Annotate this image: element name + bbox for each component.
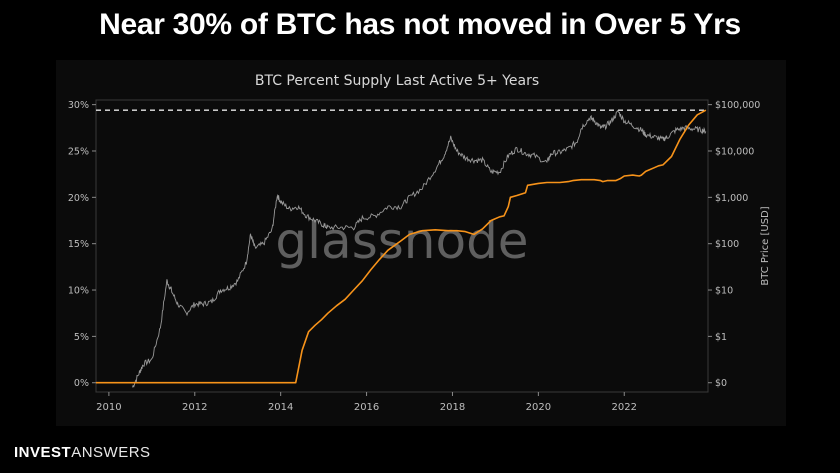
x-tick-label: 2010: [96, 402, 121, 413]
y-axis-ticks: 0% 5% 10% 15% 20% 25% 30%: [68, 100, 96, 389]
y-tick-label: 20%: [68, 193, 89, 204]
brand-logo: INVESTANSWERS: [14, 444, 151, 461]
y-tick-label: 15%: [68, 239, 89, 250]
x-tick-label: 2018: [440, 402, 465, 413]
price-series-line: [132, 110, 707, 388]
supply-series-group: [96, 109, 707, 384]
y-tick-label: 10%: [68, 286, 89, 297]
chart-svg: BTC Percent Supply Last Active 5+ Years …: [68, 73, 771, 413]
headline: Near 30% of BTC has not moved in Over 5 …: [99, 8, 741, 41]
y2-axis-ticks: $0 $1 $10 $100 $1,000 $10,000 $100,000: [708, 100, 760, 389]
y2-tick-label: $1: [715, 332, 727, 343]
y2-tick-label: $10,000: [715, 146, 754, 157]
brand-part2: ANSWERS: [71, 444, 151, 461]
y-tick-label: 30%: [68, 100, 89, 111]
y2-tick-label: $0: [715, 378, 727, 389]
price-series-group: [132, 110, 707, 388]
y2-axis-label: BTC Price [USD]: [760, 206, 771, 285]
y-tick-label: 5%: [74, 332, 89, 343]
x-axis-ticks: 2010 2012 2014 2016 2018 2020 2022: [96, 392, 637, 413]
y-tick-label: 25%: [68, 146, 89, 157]
x-tick-label: 2012: [182, 402, 207, 413]
x-tick-label: 2022: [612, 402, 637, 413]
y2-tick-label: $10: [715, 286, 733, 297]
plot-frame: [95, 99, 709, 393]
x-tick-label: 2020: [526, 402, 551, 413]
y2-tick-label: $100,000: [715, 100, 760, 111]
supply-series-line: [96, 109, 707, 384]
chart-title: BTC Percent Supply Last Active 5+ Years: [255, 73, 539, 89]
chart-panel: BTC Percent Supply Last Active 5+ Years …: [56, 60, 786, 426]
brand-part1: INVEST: [14, 444, 72, 461]
x-tick-label: 2016: [354, 402, 379, 413]
y2-tick-label: $1,000: [715, 193, 748, 204]
y-tick-label: 0%: [74, 378, 89, 389]
x-tick-label: 2014: [268, 402, 293, 413]
y2-tick-label: $100: [715, 239, 739, 250]
